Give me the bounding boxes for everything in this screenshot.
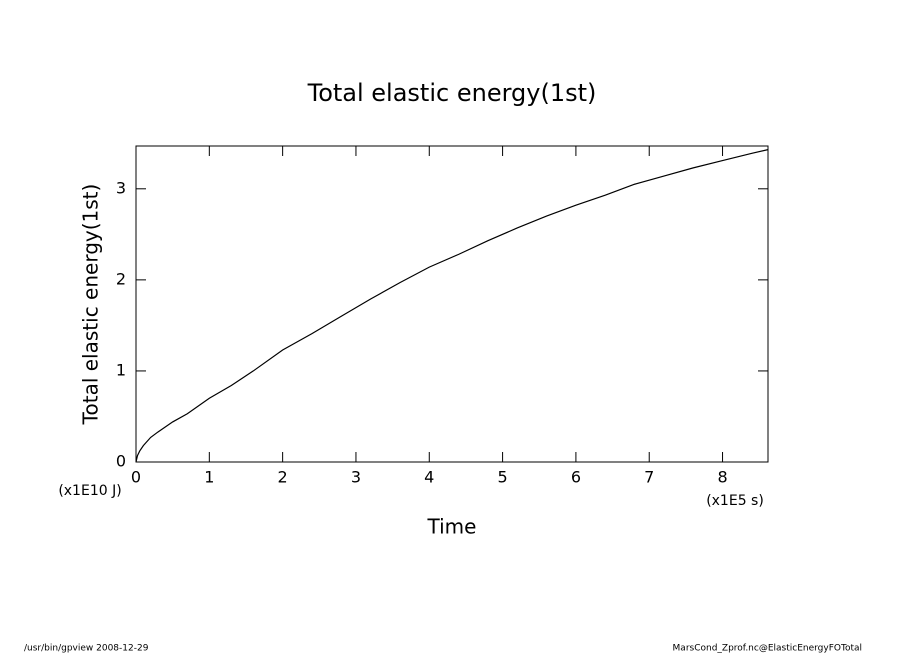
x-tick-label: 4 <box>424 468 434 487</box>
chart-title: Total elastic energy(1st) <box>307 79 597 107</box>
x-axis-label: Time <box>427 515 477 539</box>
x-tick-label: 3 <box>351 468 361 487</box>
y-tick-label: 0 <box>116 452 126 471</box>
x-unit: (x1E5 s) <box>706 493 764 509</box>
y-axis-label: Total elastic energy(1st) <box>79 184 103 426</box>
footer-left: /usr/bin/gpview 2008-12-29 <box>24 644 149 654</box>
data-line <box>135 149 769 463</box>
plot-frame <box>135 145 769 463</box>
y-unit: (x1E10 J) <box>58 483 121 499</box>
footer-right: MarsCond_Zprof.nc@ElasticEnergyFOTotal <box>673 644 862 654</box>
x-tick-label: 2 <box>278 468 288 487</box>
x-tick-label: 6 <box>571 468 581 487</box>
x-tick-label: 5 <box>497 468 507 487</box>
y-tick-label: 1 <box>116 360 126 379</box>
x-tick-label: 7 <box>644 468 654 487</box>
x-tick-label: 1 <box>204 468 214 487</box>
x-tick-label: 0 <box>131 468 141 487</box>
y-tick-label: 2 <box>116 269 126 288</box>
y-tick-label: 3 <box>116 178 126 197</box>
x-tick-label: 8 <box>717 468 727 487</box>
